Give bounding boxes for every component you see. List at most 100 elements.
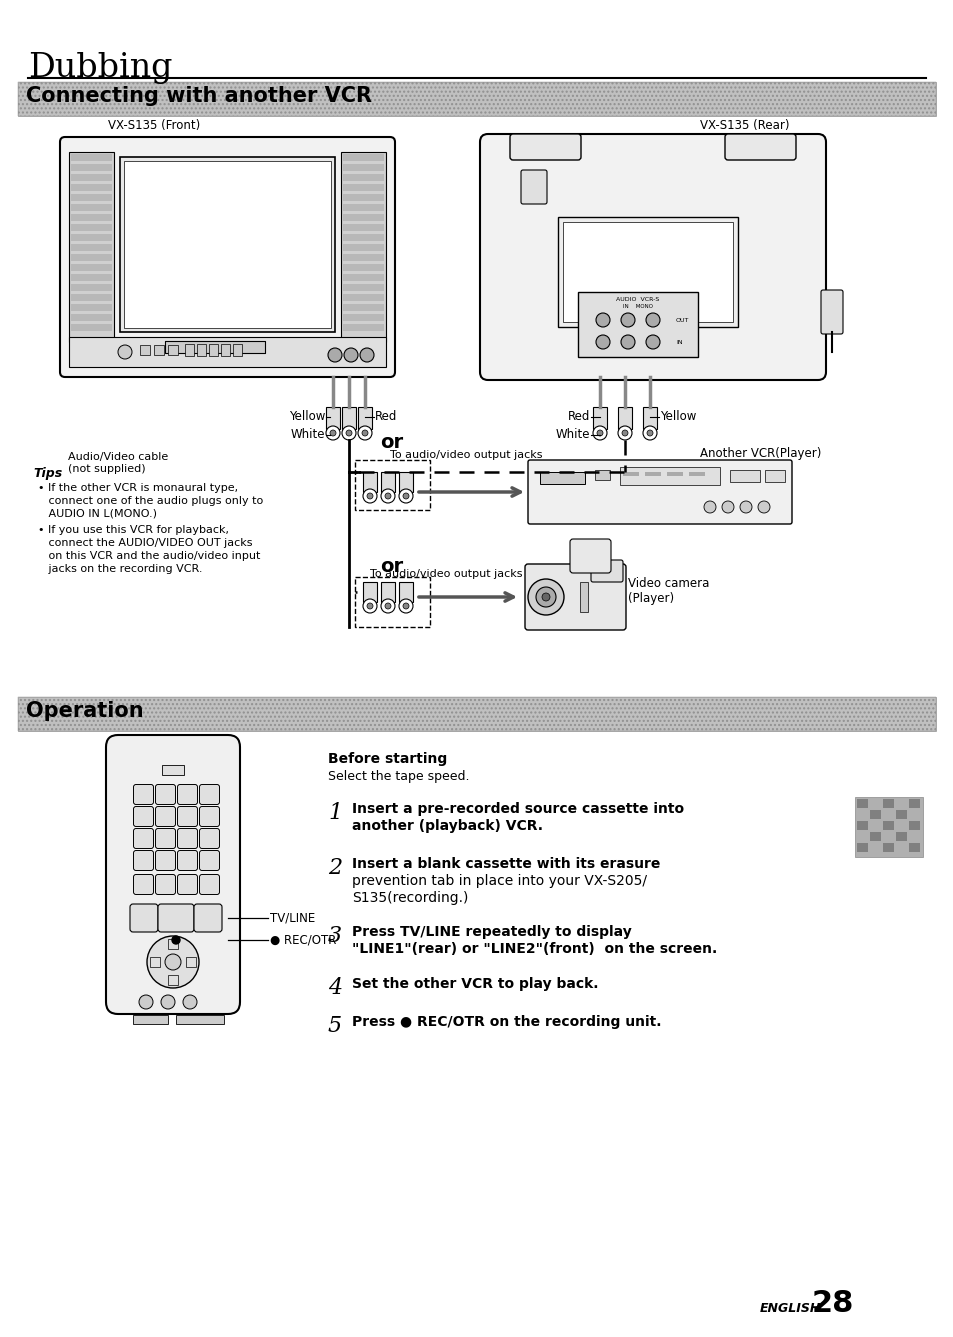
FancyBboxPatch shape: [193, 904, 222, 932]
FancyBboxPatch shape: [177, 785, 197, 805]
Text: or: or: [380, 432, 403, 452]
Text: Press TV/LINE repeatedly to display: Press TV/LINE repeatedly to display: [352, 925, 631, 939]
FancyBboxPatch shape: [106, 735, 240, 1013]
Bar: [355, 578, 430, 627]
Bar: [71, 154, 112, 160]
Text: White: White: [555, 428, 589, 441]
Bar: [593, 406, 606, 429]
Bar: [908, 844, 919, 852]
Circle shape: [357, 427, 372, 440]
Text: AUDIO IN L(MONO.): AUDIO IN L(MONO.): [38, 509, 157, 519]
Bar: [882, 821, 893, 830]
Text: To audio/video output jacks: To audio/video output jacks: [370, 570, 522, 579]
Text: Red: Red: [375, 410, 397, 424]
Bar: [579, 582, 587, 612]
Text: Audio/Video cable
(not supplied): Audio/Video cable (not supplied): [68, 452, 168, 473]
Bar: [908, 800, 919, 808]
Bar: [666, 472, 682, 476]
Bar: [856, 821, 867, 830]
Bar: [71, 164, 112, 171]
Circle shape: [596, 336, 609, 349]
FancyBboxPatch shape: [133, 806, 153, 826]
FancyBboxPatch shape: [177, 850, 197, 870]
Bar: [578, 291, 698, 357]
Circle shape: [721, 501, 733, 513]
Bar: [341, 406, 355, 429]
FancyBboxPatch shape: [510, 134, 580, 160]
Bar: [209, 344, 218, 356]
Bar: [343, 185, 384, 191]
Bar: [343, 274, 384, 281]
Text: connect one of the audio plugs only to: connect one of the audio plugs only to: [38, 496, 263, 505]
FancyBboxPatch shape: [524, 564, 625, 630]
Circle shape: [385, 603, 391, 608]
FancyBboxPatch shape: [60, 136, 395, 377]
Circle shape: [527, 579, 563, 615]
Circle shape: [346, 431, 352, 436]
Bar: [562, 222, 732, 322]
Bar: [618, 406, 631, 429]
Text: IN    MONO: IN MONO: [622, 303, 652, 309]
Bar: [355, 460, 430, 509]
Bar: [71, 205, 112, 211]
Text: IN: IN: [676, 340, 682, 345]
FancyBboxPatch shape: [155, 874, 175, 894]
Bar: [175, 1015, 224, 1024]
Bar: [908, 821, 919, 830]
Text: Before starting: Before starting: [328, 751, 447, 766]
Text: or: or: [380, 558, 403, 576]
Text: 3: 3: [328, 925, 342, 947]
Bar: [150, 957, 160, 967]
Circle shape: [621, 431, 627, 436]
Bar: [688, 472, 704, 476]
Bar: [380, 582, 395, 602]
Text: "LINE1"(rear) or "LINE2"(front)  on the screen.: "LINE1"(rear) or "LINE2"(front) on the s…: [352, 943, 717, 956]
Text: • If the other VCR is monaural type,: • If the other VCR is monaural type,: [38, 483, 238, 493]
Bar: [363, 582, 376, 602]
Text: VX-S135 (Rear): VX-S135 (Rear): [700, 119, 789, 132]
Circle shape: [330, 431, 335, 436]
Circle shape: [359, 348, 374, 362]
FancyBboxPatch shape: [155, 850, 175, 870]
Circle shape: [367, 603, 373, 608]
FancyBboxPatch shape: [199, 850, 219, 870]
Text: another (playback) VCR.: another (playback) VCR.: [352, 820, 542, 833]
Bar: [71, 214, 112, 221]
Circle shape: [139, 995, 152, 1009]
FancyBboxPatch shape: [155, 806, 175, 826]
FancyBboxPatch shape: [177, 806, 197, 826]
Bar: [343, 205, 384, 211]
Bar: [642, 406, 657, 429]
Bar: [869, 832, 880, 841]
Text: connect the AUDIO/VIDEO OUT jacks: connect the AUDIO/VIDEO OUT jacks: [38, 537, 253, 548]
Text: Red: Red: [567, 410, 589, 424]
Text: • If you use this VCR for playback,: • If you use this VCR for playback,: [38, 525, 229, 535]
Circle shape: [618, 427, 631, 440]
Bar: [363, 472, 376, 492]
Text: Insert a blank cassette with its erasure: Insert a blank cassette with its erasure: [352, 857, 659, 870]
Bar: [18, 697, 935, 731]
Circle shape: [398, 489, 413, 503]
Bar: [343, 243, 384, 251]
FancyBboxPatch shape: [527, 460, 791, 524]
Circle shape: [646, 431, 652, 436]
Bar: [343, 164, 384, 171]
Bar: [595, 471, 609, 480]
Circle shape: [183, 995, 196, 1009]
Text: White: White: [291, 428, 325, 441]
Text: Connecting with another VCR: Connecting with another VCR: [26, 86, 372, 106]
Circle shape: [172, 936, 180, 944]
Circle shape: [402, 493, 409, 499]
Bar: [168, 345, 178, 356]
Bar: [343, 225, 384, 231]
Bar: [343, 324, 384, 332]
Bar: [69, 152, 113, 342]
Bar: [69, 337, 386, 366]
Text: Video camera
(Player): Video camera (Player): [627, 578, 709, 606]
Bar: [869, 810, 880, 820]
Bar: [856, 800, 867, 808]
Bar: [343, 283, 384, 291]
FancyBboxPatch shape: [821, 290, 842, 334]
FancyBboxPatch shape: [199, 874, 219, 894]
Bar: [398, 582, 413, 602]
